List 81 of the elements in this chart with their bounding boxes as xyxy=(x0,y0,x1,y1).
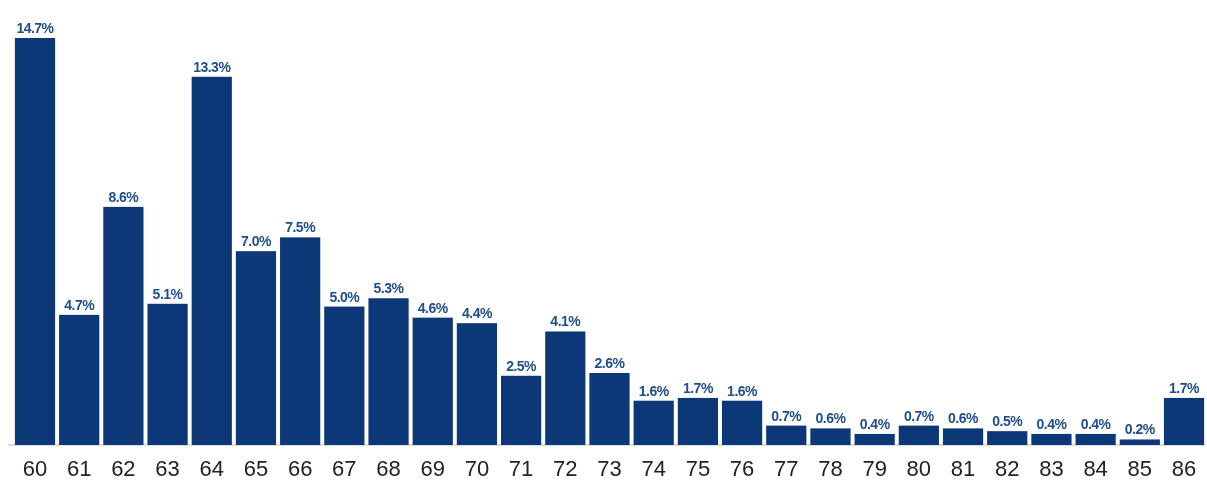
data-label: 0.5% xyxy=(992,413,1024,430)
bar xyxy=(1119,439,1160,445)
data-label: 4.6% xyxy=(417,299,449,316)
bar xyxy=(677,397,718,445)
data-label: 7.0% xyxy=(241,233,272,250)
bar xyxy=(810,428,851,445)
x-tick-label: 64 xyxy=(199,456,225,481)
bar xyxy=(854,433,895,445)
data-label: 0.4% xyxy=(1036,415,1068,432)
data-label: 7.5% xyxy=(285,219,317,236)
x-tick-label: 68 xyxy=(376,456,401,481)
data-label: 4.1% xyxy=(550,313,582,330)
x-tick-label: 84 xyxy=(1083,456,1108,481)
data-label: 4.4% xyxy=(461,305,493,322)
data-label: 0.6% xyxy=(815,410,847,427)
bar xyxy=(721,400,763,445)
bar xyxy=(1075,433,1116,445)
bar xyxy=(501,375,542,445)
bar xyxy=(1163,397,1205,445)
x-tick-label: 74 xyxy=(641,456,666,481)
bar xyxy=(412,317,453,445)
bar xyxy=(942,428,984,445)
data-label: 0.4% xyxy=(859,415,891,432)
bar xyxy=(324,306,365,445)
bar xyxy=(280,237,321,445)
bar xyxy=(545,331,586,445)
data-label: 1.7% xyxy=(1169,379,1201,396)
x-tick-label: 66 xyxy=(287,456,313,481)
x-tick-label: 77 xyxy=(774,456,799,481)
bar xyxy=(766,425,807,445)
x-tick-label: 63 xyxy=(155,456,180,481)
data-label: 0.7% xyxy=(771,407,803,424)
x-tick-label: 67 xyxy=(332,456,357,481)
x-tick-label: 85 xyxy=(1127,456,1153,481)
data-label: 0.2% xyxy=(1124,421,1156,438)
x-tick-label: 72 xyxy=(553,456,578,481)
data-label: 0.6% xyxy=(948,410,980,427)
data-label: 0.7% xyxy=(903,407,935,424)
bar xyxy=(633,400,674,445)
data-label: 0.4% xyxy=(1080,415,1112,432)
bar xyxy=(235,251,277,445)
x-tick-label: 62 xyxy=(111,456,136,481)
data-label: 8.6% xyxy=(108,188,140,205)
bar xyxy=(368,298,409,445)
bar xyxy=(456,323,498,445)
x-tick-label: 81 xyxy=(950,456,976,481)
bar xyxy=(987,431,1028,445)
x-tick-label: 76 xyxy=(729,456,755,481)
bar xyxy=(1031,433,1072,445)
x-tick-label: 86 xyxy=(1171,456,1197,481)
bar xyxy=(898,425,939,445)
bar xyxy=(589,373,630,445)
x-tick-label: 61 xyxy=(66,456,92,481)
x-tick-label: 60 xyxy=(22,456,48,481)
data-label: 5.1% xyxy=(152,285,184,302)
data-label: 1.7% xyxy=(682,379,714,396)
data-label: 2.5% xyxy=(506,357,538,374)
bar xyxy=(147,303,188,445)
x-tick-label: 82 xyxy=(994,456,1020,481)
x-tick-label: 78 xyxy=(818,456,843,481)
data-label: 1.6% xyxy=(638,382,670,399)
x-tick-label: 69 xyxy=(420,456,445,481)
x-tick-label: 79 xyxy=(862,456,887,481)
data-label: 13.3% xyxy=(193,58,232,75)
x-tick-label: 71 xyxy=(508,456,534,481)
x-tick-label: 65 xyxy=(243,456,269,481)
x-tick-label: 70 xyxy=(464,456,490,481)
data-label: 14.7% xyxy=(16,20,55,36)
bar xyxy=(103,206,144,445)
data-label: 2.6% xyxy=(594,355,626,372)
data-label: 5.3% xyxy=(373,280,405,297)
data-label: 1.6% xyxy=(727,382,759,399)
bar xyxy=(14,38,56,445)
bar xyxy=(59,314,100,445)
data-label: 5.0% xyxy=(329,288,361,305)
x-tick-label: 75 xyxy=(685,456,711,481)
data-label: 4.7% xyxy=(64,296,96,313)
x-tick-label: 73 xyxy=(597,456,622,481)
x-tick-label: 83 xyxy=(1039,456,1064,481)
x-tick-label: 80 xyxy=(906,456,932,481)
bar xyxy=(191,76,232,445)
